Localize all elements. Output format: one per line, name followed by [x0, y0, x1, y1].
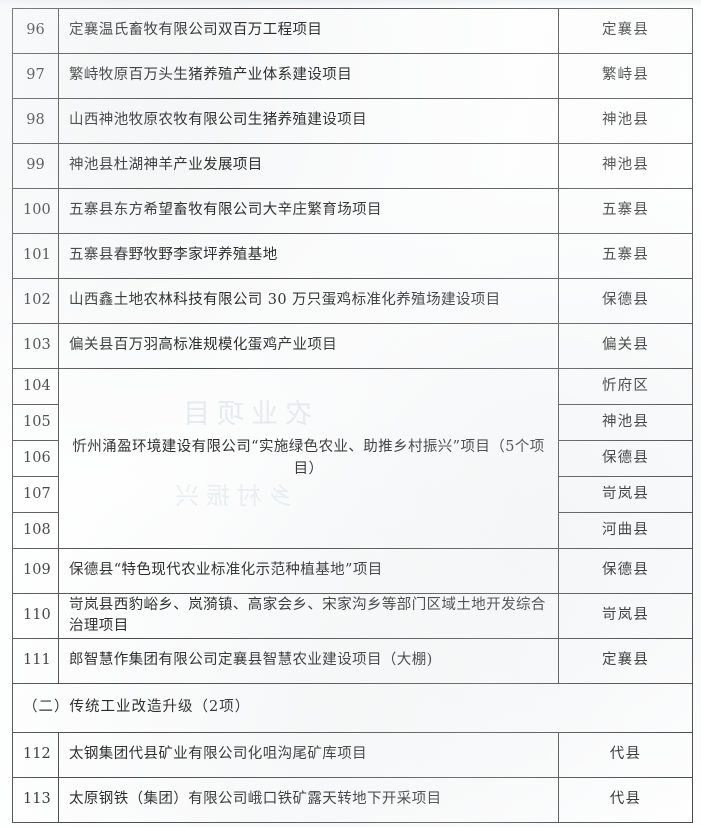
project-area-cell: 偏关县 — [558, 323, 693, 369]
section-header-title: （二）传统工业改造升级（2项） — [12, 683, 693, 733]
table-row: 111 郎智慧作集团有限公司定襄县智慧农业建设项目（大棚) 定襄县 — [12, 638, 693, 684]
table-row: 101 五寨县春野牧野李家坪养殖基地 五寨县 — [12, 233, 693, 279]
row-number-cell: 96 — [12, 8, 59, 54]
row-number-cell: 106 — [12, 440, 59, 477]
table-row: 102 山西鑫土地农林科技有限公司 30 万只蛋鸡标准化养殖场建设项目 保德县 — [12, 278, 693, 324]
project-area-cell: 忻府区 — [558, 368, 693, 405]
table-row: 109 保德县“特色现代农业标准化示范种植基地”项目 保德县 — [12, 548, 693, 594]
project-list-table-container: 96 定襄温氏畜牧有限公司双百万工程项目 定襄县 97 繁峙牧原百万头生猪养殖产… — [12, 8, 693, 823]
table-row: 112 太钢集团代县矿业有限公司化咀沟尾矿库项目 代县 — [12, 732, 693, 778]
project-list-table: 96 定襄温氏畜牧有限公司双百万工程项目 定襄县 97 繁峙牧原百万头生猪养殖产… — [12, 8, 693, 823]
project-name-cell: 繁峙牧原百万头生猪养殖产业体系建设项目 — [58, 53, 559, 99]
table-row: 106 保德县 — [12, 440, 693, 477]
project-name-cell: 神池县杜湖神羊产业发展项目 — [58, 143, 559, 189]
project-area-cell: 定襄县 — [558, 638, 693, 684]
project-area-cell: 繁峙县 — [558, 53, 693, 99]
project-name-cell: 五寨县春野牧野李家坪养殖基地 — [58, 233, 559, 279]
table-row: 99 神池县杜湖神羊产业发展项目 神池县 — [12, 143, 693, 189]
project-area-cell: 河曲县 — [558, 512, 693, 549]
row-number-cell: 100 — [12, 188, 59, 234]
table-row: 104 忻州涌盈环境建设有限公司“实施绿色农业、助推乡村振兴”项目（5个项目） … — [12, 368, 693, 549]
project-name-cell: 保德县“特色现代农业标准化示范种植基地”项目 — [58, 548, 559, 594]
project-name-cell: 郎智慧作集团有限公司定襄县智慧农业建设项目（大棚) — [58, 638, 559, 684]
project-area-cell: 神池县 — [558, 98, 693, 144]
row-number-cell: 97 — [12, 53, 59, 99]
project-area-cell: 神池县 — [558, 404, 693, 441]
table-row: 100 五寨县东方希望畜牧有限公司大辛庄繁育场项目 五寨县 — [12, 188, 693, 234]
row-number-cell: 103 — [12, 323, 59, 369]
project-name-cell: 偏关县百万羽高标准规模化蛋鸡产业项目 — [58, 323, 559, 369]
row-number-cell: 112 — [12, 732, 59, 778]
row-number-cell: 99 — [12, 143, 59, 189]
project-area-cell: 代县 — [558, 777, 693, 823]
project-area-cell: 五寨县 — [558, 233, 693, 279]
project-area-cell: 五寨县 — [558, 188, 693, 234]
project-list-table-body: 96 定襄温氏畜牧有限公司双百万工程项目 定襄县 97 繁峙牧原百万头生猪养殖产… — [12, 8, 693, 823]
project-name-cell: 太钢集团代县矿业有限公司化咀沟尾矿库项目 — [58, 732, 559, 778]
merged-project-name-cell: 忻州涌盈环境建设有限公司“实施绿色农业、助推乡村振兴”项目（5个项目） — [58, 368, 559, 549]
project-name-cell: 定襄温氏畜牧有限公司双百万工程项目 — [58, 8, 559, 54]
row-number-cell: 113 — [12, 777, 59, 823]
row-number-cell: 110 — [12, 593, 59, 639]
table-row: 113 太原钢铁（集团）有限公司峨口铁矿露天转地下开采项目 代县 — [12, 777, 693, 823]
row-number-cell: 101 — [12, 233, 59, 279]
project-name-cell: 岢岚县西豹峪乡、岚漪镇、高家会乡、宋家沟乡等部门区域土地开发综合治理项目 — [58, 593, 559, 639]
project-area-cell: 保德县 — [558, 548, 693, 594]
project-name-cell: 太原钢铁（集团）有限公司峨口铁矿露天转地下开采项目 — [58, 777, 559, 823]
table-row: 103 偏关县百万羽高标准规模化蛋鸡产业项目 偏关县 — [12, 323, 693, 369]
table-row: 107 岢岚县 — [12, 476, 693, 513]
project-area-cell: 定襄县 — [558, 8, 693, 54]
table-row: 110 岢岚县西豹峪乡、岚漪镇、高家会乡、宋家沟乡等部门区域土地开发综合治理项目… — [12, 593, 693, 639]
row-number-cell: 111 — [12, 638, 59, 684]
project-area-cell: 保德县 — [558, 440, 693, 477]
table-row: 98 山西神池牧原农牧有限公司生猪养殖建设项目 神池县 — [12, 98, 693, 144]
table-row: 96 定襄温氏畜牧有限公司双百万工程项目 定襄县 — [12, 8, 693, 54]
table-row: 97 繁峙牧原百万头生猪养殖产业体系建设项目 繁峙县 — [12, 53, 693, 99]
row-number-cell: 98 — [12, 98, 59, 144]
row-number-cell: 108 — [12, 512, 59, 549]
project-area-cell: 岢岚县 — [558, 593, 693, 639]
project-area-cell: 神池县 — [558, 143, 693, 189]
project-name-cell: 山西鑫土地农林科技有限公司 30 万只蛋鸡标准化养殖场建设项目 — [58, 278, 559, 324]
project-name-cell: 五寨县东方希望畜牧有限公司大辛庄繁育场项目 — [58, 188, 559, 234]
project-area-cell: 保德县 — [558, 278, 693, 324]
project-name-cell: 山西神池牧原农牧有限公司生猪养殖建设项目 — [58, 98, 559, 144]
section-header-row: （二）传统工业改造升级（2项） — [12, 683, 693, 733]
row-number-cell: 109 — [12, 548, 59, 594]
project-area-cell: 岢岚县 — [558, 476, 693, 513]
project-area-cell: 代县 — [558, 732, 693, 778]
row-number-cell: 107 — [12, 476, 59, 513]
row-number-cell: 102 — [12, 278, 59, 324]
table-row: 105 神池县 — [12, 404, 693, 441]
row-number-cell: 104 — [12, 368, 59, 405]
row-number-cell: 105 — [12, 404, 59, 441]
table-row: 108 河曲县 — [12, 512, 693, 549]
